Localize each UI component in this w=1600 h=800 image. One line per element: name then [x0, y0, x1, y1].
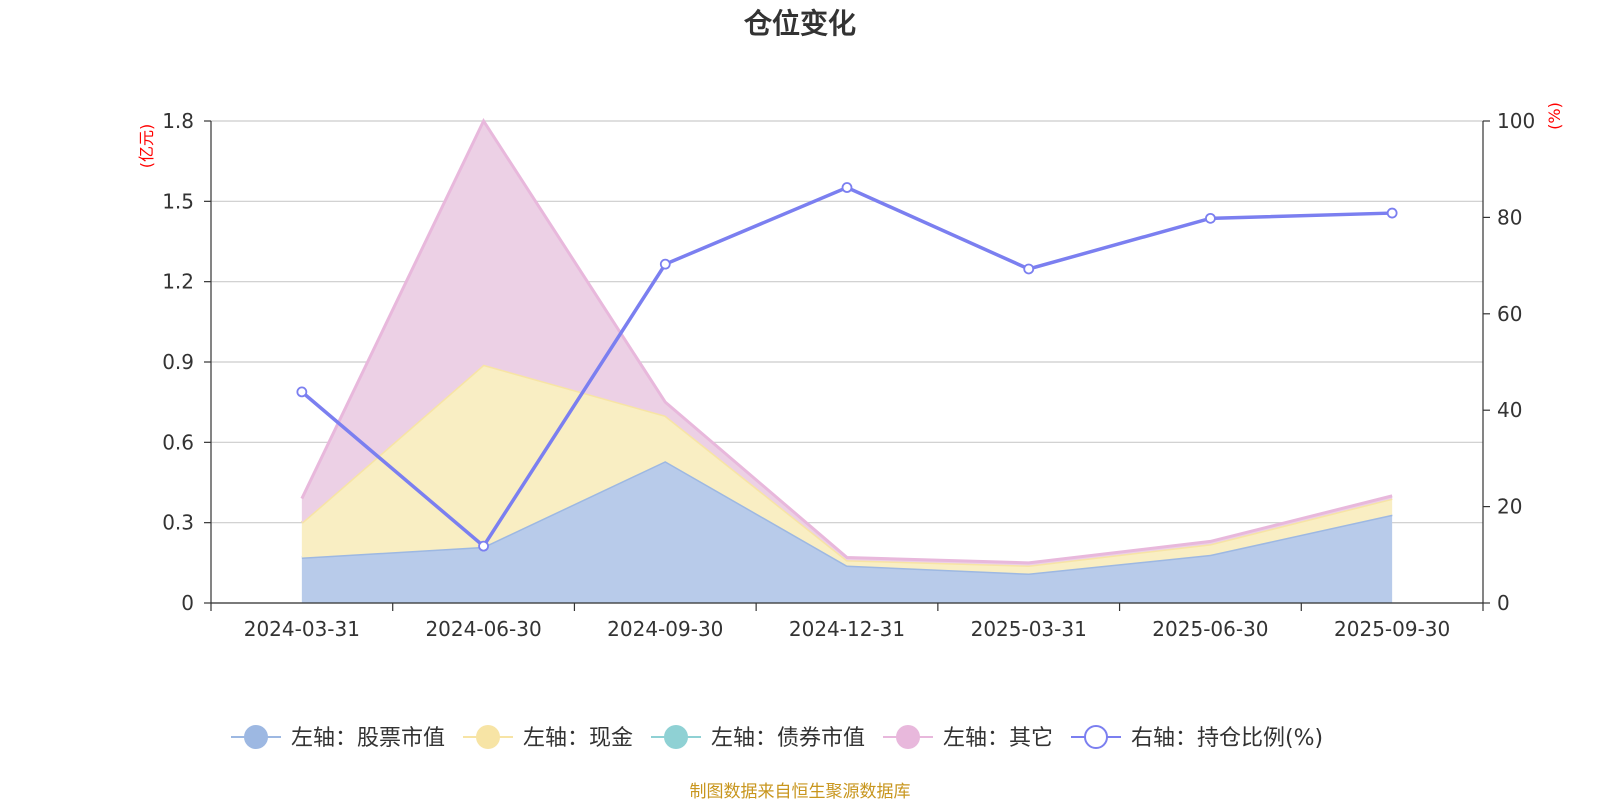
ratio-point-3: [841, 182, 853, 193]
legend-label-1: 左轴：现金: [523, 726, 633, 751]
ratio-point-5: [1205, 212, 1216, 224]
legend-item-1: 左轴：现金: [463, 725, 633, 751]
left-tick-label-2: 0.6: [162, 430, 194, 454]
right-tick-label-4: 80: [1497, 205, 1522, 229]
left-tick-label-3: 0.9: [162, 350, 194, 374]
area-series-0: [301, 461, 1393, 603]
ratio-point-1: [478, 540, 489, 552]
legend-item-3: 左轴：其它: [883, 725, 1053, 751]
x-tick-label-1: 2024-06-30: [425, 617, 541, 641]
area-series-3: [301, 121, 1393, 566]
legend-item-0: 左轴：股票市值: [231, 725, 445, 751]
left-tick-label-6: 1.8: [162, 109, 194, 133]
axes: 2024-03-31 2024-06-30 2024-09-30 2024-12-31…: [210, 121, 1484, 641]
x-tick-label-5: 2025-06-30: [1152, 617, 1268, 641]
left-axis-unit: (亿元): [137, 124, 156, 169]
right-tick-label-5: 100: [1497, 109, 1535, 133]
legend-marker-3: [896, 725, 920, 749]
legend-marker-2: [664, 725, 688, 749]
ratio-point-4: [1023, 263, 1035, 275]
chart-title: 仓位变化: [744, 7, 856, 40]
right-tick-label-2: 40: [1497, 398, 1522, 422]
right-tick-label-0: 0: [1497, 591, 1510, 615]
left-tick-label-5: 1.5: [162, 189, 194, 213]
holding-ratio-line: [296, 182, 1398, 552]
x-tick-label-0: 2024-03-31: [244, 617, 360, 641]
area-series-1: [301, 364, 1393, 574]
left-tick-label-1: 0.3: [162, 511, 194, 535]
left-tick-label-4: 1.2: [162, 270, 194, 294]
area-edge-series-3: [300, 117, 1393, 565]
right-tick-label-1: 20: [1497, 495, 1522, 519]
right-tick-label-3: 60: [1497, 302, 1522, 326]
right-axis-unit: (%): [1545, 102, 1564, 130]
ratio-point-2: [659, 258, 671, 270]
legend-item-2: 左轴：债券市值: [651, 725, 865, 751]
x-tick-label-4: 2025-03-31: [971, 617, 1087, 641]
ratio-point-6: [1386, 207, 1398, 219]
x-tick-label-2: 2024-09-30: [607, 617, 723, 641]
source-note: 制图数据来自恒生聚源数据库: [690, 782, 911, 800]
left-tick-label-0: 0: [181, 591, 194, 615]
ratio-point-0: [296, 386, 308, 398]
legend-label-2: 左轴：债券市值: [711, 726, 865, 751]
stacked-areas: [300, 117, 1393, 603]
legend-label-0: 左轴：股票市值: [291, 726, 445, 751]
x-tick-label-6: 2025-09-30: [1334, 617, 1450, 641]
legend-item-4: 右轴：持仓比例(%): [1071, 725, 1323, 751]
legend-marker-1: [476, 725, 500, 749]
legend-label-4: 右轴：持仓比例(%): [1131, 726, 1323, 751]
legend-label-3: 左轴：其它: [943, 726, 1053, 751]
legend-marker-0: [244, 725, 268, 749]
legend: 左轴：股票市值 左轴：现金 左轴：债券市值 左轴：其它 右轴：持仓比例(%): [231, 725, 1323, 751]
legend-marker-4: [1084, 725, 1108, 749]
x-tick-label-3: 2024-12-31: [789, 617, 905, 641]
